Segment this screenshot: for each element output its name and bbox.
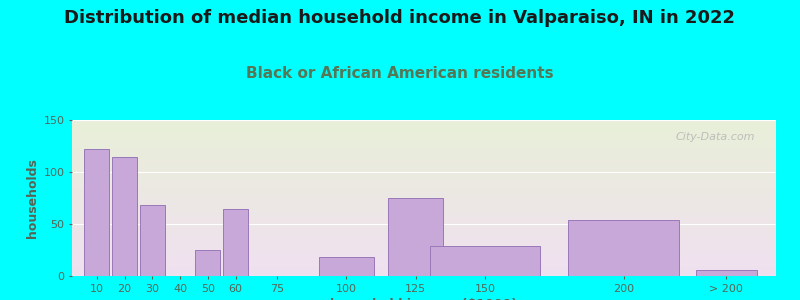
Text: Distribution of median household income in Valparaiso, IN in 2022: Distribution of median household income … bbox=[65, 9, 735, 27]
Text: Black or African American residents: Black or African American residents bbox=[246, 66, 554, 81]
Bar bbox=[568, 220, 679, 276]
Y-axis label: households: households bbox=[26, 158, 39, 238]
Bar bbox=[318, 257, 374, 276]
Bar bbox=[112, 158, 137, 276]
Bar bbox=[85, 149, 110, 276]
Text: City-Data.com: City-Data.com bbox=[675, 133, 755, 142]
Bar bbox=[140, 205, 165, 276]
X-axis label: household income ($1000): household income ($1000) bbox=[330, 298, 518, 300]
Bar bbox=[696, 270, 757, 276]
Bar bbox=[195, 250, 220, 276]
Bar bbox=[430, 246, 541, 276]
Bar bbox=[388, 198, 443, 276]
Bar bbox=[223, 209, 248, 276]
